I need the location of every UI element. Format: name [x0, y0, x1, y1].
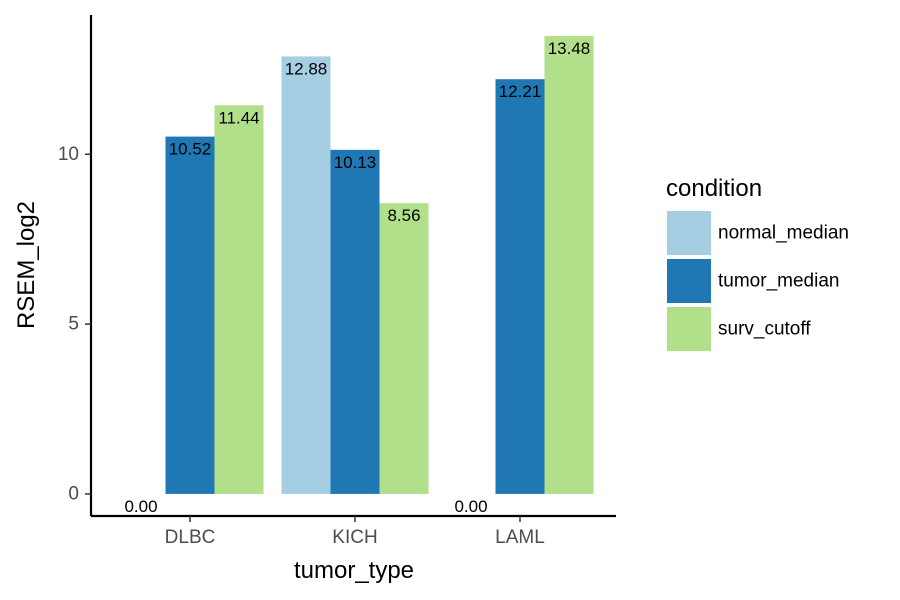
data-label-surv_cutoff-LAML: 13.48: [548, 39, 591, 58]
x-tick-label: LAML: [495, 527, 545, 548]
legend-label-tumor_median: tumor_median: [718, 271, 839, 292]
x-tick-label: DLBC: [165, 527, 216, 548]
legend-key-surv_cutoff: [667, 307, 711, 351]
y-tick-label: 5: [68, 314, 79, 335]
bar-tumor_median-KICH: [330, 149, 380, 494]
legend-label-surv_cutoff: surv_cutoff: [718, 319, 811, 340]
legend-key-tumor_median: [667, 259, 711, 303]
axes-layer: 0 5 10 DLBC KICH LAML: [58, 15, 616, 548]
bar-surv_cutoff-LAML: [544, 36, 594, 494]
x-axis-title: tumor_type: [294, 557, 414, 584]
data-label-normal_median-KICH: 12.88: [285, 59, 328, 78]
data-label-normal_median-DLBC: 0.00: [124, 497, 157, 516]
bar-surv_cutoff-DLBC: [214, 105, 264, 494]
data-label-tumor_median-LAML: 12.21: [499, 82, 542, 101]
data-labels-layer: 0.00 12.88 0.00 10.52 10.13 12.21 11.44 8.56 13.…: [124, 39, 590, 516]
data-label-tumor_median-DLBC: 10.52: [169, 140, 212, 159]
y-axis-title: RSEM_log2: [13, 201, 40, 329]
y-tick-label: 0: [68, 483, 79, 504]
data-label-normal_median-LAML: 0.00: [454, 497, 487, 516]
bar-tumor_median-LAML: [495, 79, 545, 494]
y-tick-label: 10: [58, 144, 79, 165]
bar-normal_median-KICH: [281, 56, 331, 494]
data-label-surv_cutoff-DLBC: 11.44: [218, 108, 259, 127]
legend: condition normal_median tumor_median surv_…: [666, 175, 849, 351]
x-tick-label: KICH: [332, 527, 377, 548]
legend-key-normal_median: [667, 211, 711, 255]
bar-surv_cutoff-KICH: [379, 203, 429, 494]
legend-label-normal_median: normal_median: [718, 223, 849, 244]
data-label-surv_cutoff-KICH: 8.56: [387, 206, 420, 225]
bar-tumor_median-DLBC: [165, 136, 215, 494]
bars-layer: [165, 36, 594, 494]
legend-title: condition: [666, 175, 762, 202]
data-label-tumor_median-KICH: 10.13: [334, 153, 377, 172]
